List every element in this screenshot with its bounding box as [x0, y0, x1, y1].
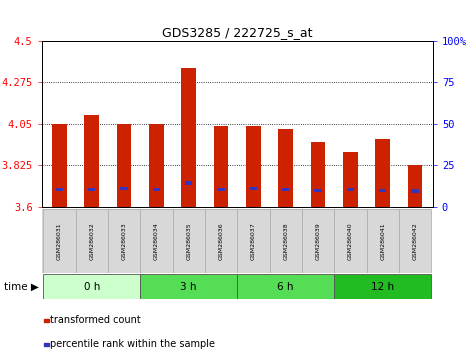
Bar: [379, 189, 386, 192]
Bar: [88, 188, 96, 192]
Text: GSM286038: GSM286038: [283, 222, 288, 259]
Bar: [214, 126, 228, 207]
Bar: [343, 152, 358, 207]
Text: 6 h: 6 h: [278, 281, 294, 292]
Bar: [85, 115, 99, 207]
Bar: [218, 188, 225, 192]
Bar: [43, 209, 76, 273]
Text: transformed count: transformed count: [51, 315, 141, 325]
Bar: [376, 139, 390, 207]
Bar: [173, 209, 205, 273]
Bar: [44, 343, 50, 346]
Bar: [237, 274, 334, 299]
Bar: [52, 124, 67, 207]
Bar: [108, 209, 140, 273]
Bar: [76, 209, 108, 273]
Text: 3 h: 3 h: [181, 281, 197, 292]
Text: GSM286037: GSM286037: [251, 222, 256, 259]
Bar: [153, 188, 160, 192]
Text: GSM286041: GSM286041: [380, 222, 385, 259]
Bar: [399, 209, 431, 273]
Text: GSM286040: GSM286040: [348, 222, 353, 259]
Bar: [182, 68, 196, 207]
Text: percentile rank within the sample: percentile rank within the sample: [51, 339, 215, 349]
Bar: [43, 274, 140, 299]
Bar: [140, 209, 173, 273]
Bar: [121, 187, 128, 190]
Bar: [334, 274, 431, 299]
Bar: [270, 209, 302, 273]
Bar: [367, 209, 399, 273]
Bar: [117, 124, 131, 207]
Text: 12 h: 12 h: [371, 281, 394, 292]
Bar: [302, 209, 334, 273]
Text: GSM286031: GSM286031: [57, 222, 62, 259]
Bar: [408, 165, 422, 207]
Bar: [334, 209, 367, 273]
Bar: [279, 130, 293, 207]
Bar: [140, 274, 237, 299]
Bar: [347, 188, 354, 192]
Bar: [205, 209, 237, 273]
Bar: [311, 142, 325, 207]
Bar: [315, 189, 322, 192]
Text: GSM286034: GSM286034: [154, 222, 159, 259]
Text: 0 h: 0 h: [84, 281, 100, 292]
Bar: [185, 181, 193, 185]
Text: GSM286033: GSM286033: [122, 222, 127, 259]
Text: GDS3285 / 222725_s_at: GDS3285 / 222725_s_at: [162, 26, 313, 39]
Bar: [56, 188, 63, 192]
Text: GSM286042: GSM286042: [412, 222, 418, 259]
Bar: [246, 126, 261, 207]
Bar: [149, 124, 164, 207]
Bar: [412, 189, 419, 193]
Text: GSM286036: GSM286036: [219, 222, 224, 259]
Bar: [282, 188, 289, 192]
Bar: [44, 319, 50, 322]
Text: time ▶: time ▶: [4, 281, 39, 292]
Text: GSM286035: GSM286035: [186, 222, 191, 259]
Text: GSM286039: GSM286039: [315, 222, 321, 259]
Bar: [250, 187, 257, 190]
Text: GSM286032: GSM286032: [89, 222, 94, 259]
Bar: [237, 209, 270, 273]
